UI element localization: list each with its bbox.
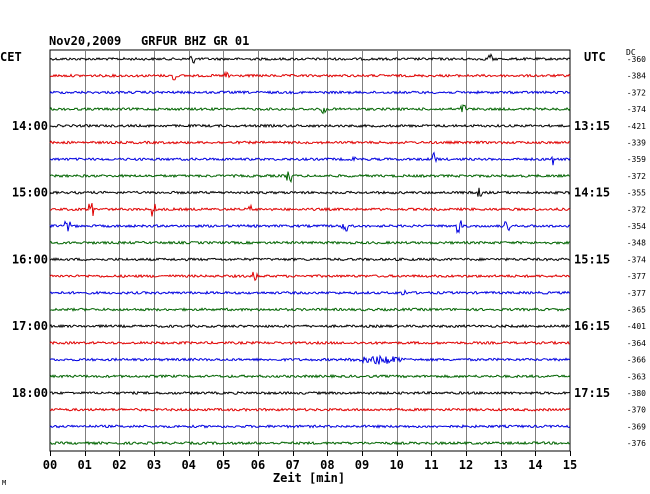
trace-line [49,407,571,413]
plot-frame [49,49,571,452]
station-label: GRFUR BHZ GR 01 [141,34,249,48]
dc-offset-value: -401 [627,322,646,331]
trace-line [49,140,571,145]
trace-line [49,390,571,396]
dc-offset-value: -372 [627,88,646,97]
dc-offset-value: -339 [627,139,646,148]
trace-line [49,373,571,379]
trace-line [49,240,571,245]
x-tick-label: 09 [355,458,369,472]
date-label: Nov20,2009 [49,34,121,48]
dc-offset-value: -376 [627,439,646,448]
dc-offset-value: -365 [627,306,646,315]
trace-line [49,220,571,234]
trace-line [50,307,571,312]
x-tick-label: 04 [181,458,195,472]
x-tick-label: 11 [424,458,438,472]
right-hour-label: 14:15 [574,186,610,200]
dc-offset-value: -364 [627,339,646,348]
x-tick-label: 06 [251,458,265,472]
dc-offset-value: -354 [627,222,646,231]
x-tick-label: 10 [389,458,403,472]
dc-offset-labels: -360 -384 -372 -374 -421 -339 -359 -372 -355 -372… [627,55,646,448]
dc-offset-value: -377 [627,272,646,281]
x-tick-label: 05 [216,458,230,472]
x-tick-label: 07 [285,458,299,472]
trace-line [49,53,571,64]
trace-line [49,104,571,115]
trace-line [49,289,571,296]
dc-offset-value: -363 [627,372,646,381]
dc-offset-value: -380 [627,389,646,398]
dc-offset-value: -384 [627,72,646,81]
trace-line [49,323,571,329]
x-tick-label: 02 [112,458,126,472]
x-axis-label: Zeit [min] [273,471,345,485]
dc-offset-value: -374 [627,255,646,264]
x-tick-label: 12 [459,458,473,472]
dc-offset-value: -374 [627,105,646,114]
x-tick-label: 01 [77,458,91,472]
trace-line [49,123,571,129]
left-hour-label: 15:00 [12,186,48,200]
trace-line [49,151,571,166]
chart-labels: Nov20,2009 GRFUR BHZ GR 01 CET UTC DC Ze… [0,34,636,487]
dc-label: DC [626,48,636,57]
x-tick-label: 14 [528,458,542,472]
corner-mark: M [2,479,6,487]
x-tick-label: 13 [493,458,507,472]
trace-line [49,70,571,81]
trace-line [49,440,571,446]
right-hour-label: 13:15 [574,119,610,133]
dc-offset-value: -359 [627,155,646,164]
dc-offset-value: -370 [627,406,646,415]
dc-offset-value: -372 [627,205,646,214]
dc-offset-value: -360 [627,55,646,64]
trace-line [49,271,571,282]
right-hour-label: 17:15 [574,386,610,400]
trace-line [49,90,571,95]
right-hour-label: 16:15 [574,319,610,333]
trace-line [49,354,571,365]
left-hour-label: 14:00 [12,119,48,133]
dc-offset-value: -372 [627,172,646,181]
dc-offset-value: -366 [627,356,646,365]
left-hour-label: 16:00 [12,252,48,266]
x-tick-label: 03 [147,458,161,472]
chart-grid [49,49,571,452]
x-tick-label: 15 [563,458,577,472]
trace-line [49,340,570,346]
left-hour-label: 18:00 [12,386,48,400]
dc-offset-value: -348 [627,239,646,248]
trace-line [49,171,571,184]
left-hour-label: 17:00 [12,319,48,333]
x-tick-label: 08 [320,458,334,472]
right-hour-label: 15:15 [574,252,610,266]
trace-line [49,187,571,197]
hour-labels: 14:00 15:00 16:00 17:00 18:00 13:15 14:15 15:15… [12,119,610,400]
trace-line [49,424,571,429]
left-timezone-label: CET [0,50,22,64]
x-tick-label: 00 [43,458,57,472]
dc-offset-value: -369 [627,422,646,431]
dc-offset-value: -421 [627,122,646,131]
x-axis-ticks: 00 01 02 03 04 05 06 07 08 09 10 11 12 13 14 15 [43,451,577,472]
dc-offset-value: -377 [627,289,646,298]
trace-line [49,202,571,217]
dc-offset-value: -355 [627,189,646,198]
trace-line [49,257,571,262]
right-timezone-label: UTC [584,50,606,64]
seismic-traces [49,53,571,446]
